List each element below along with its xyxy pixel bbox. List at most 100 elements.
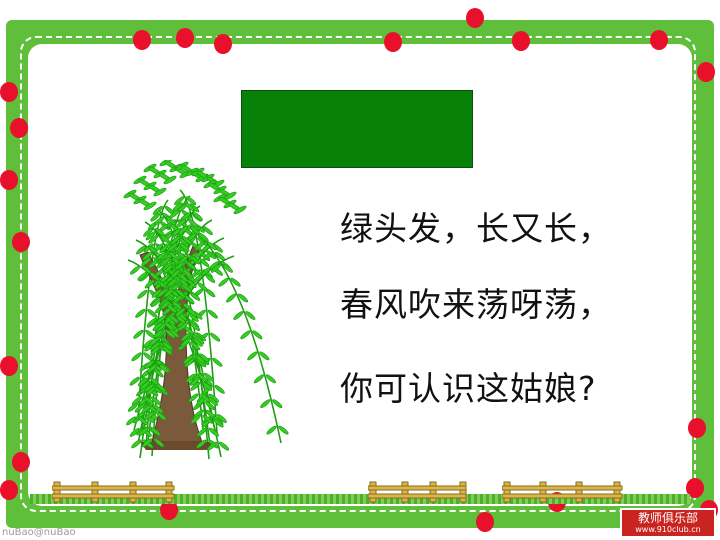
red-dot	[0, 82, 18, 102]
willow-leaf	[194, 241, 205, 251]
willow-leaf	[245, 311, 256, 320]
willow-leaf	[278, 425, 289, 435]
willow-leaf	[159, 301, 171, 310]
willow-leaf	[187, 307, 198, 317]
willow-leaf	[214, 251, 226, 261]
willow-leaf	[214, 385, 225, 394]
willow-leaf	[206, 441, 218, 451]
willow-leaf	[150, 346, 161, 355]
willow-leaf	[168, 314, 179, 324]
red-dot	[10, 118, 28, 138]
willow-leaf	[260, 399, 271, 408]
willow-leaf	[174, 196, 185, 206]
willow-leaf	[157, 288, 168, 298]
logo-url: www.910club.cn	[635, 525, 701, 534]
willow-leaf	[153, 187, 167, 197]
willow-leaf	[153, 404, 164, 414]
willow-leaf	[202, 381, 213, 391]
willow-leaf	[144, 411, 155, 421]
willow-leaf	[190, 292, 201, 301]
willow-leaf	[129, 428, 140, 437]
willow-leaf	[196, 427, 207, 437]
watermark-text: nuBao@nuBao	[2, 527, 76, 538]
red-dot	[686, 478, 704, 498]
willow-leaf	[193, 274, 204, 283]
willow-leaf	[136, 245, 147, 255]
willow-leaf	[175, 288, 186, 298]
willow-leaf	[197, 282, 208, 292]
willow-leaf	[240, 330, 251, 340]
willow-leaf	[184, 202, 195, 212]
red-dot	[466, 8, 484, 28]
willow-leaf	[130, 265, 141, 275]
willow-leaf	[233, 205, 247, 215]
willow-leaf	[196, 439, 207, 449]
willow-leaf	[207, 309, 218, 319]
willow-leaf	[170, 269, 181, 279]
red-dot	[214, 34, 232, 54]
red-dot	[0, 170, 18, 190]
willow-leaf	[177, 322, 189, 331]
willow-leaf	[150, 427, 161, 436]
willow-leaf	[200, 393, 211, 403]
red-dot	[12, 452, 30, 472]
willow-leaf	[172, 202, 183, 212]
poem-line-3: 你可认识这姑娘?	[340, 369, 597, 408]
willow-leaf	[164, 322, 175, 331]
willow-leaf	[252, 330, 263, 340]
willow-leaf	[195, 355, 206, 364]
red-dot	[0, 480, 18, 500]
willow-leaf	[146, 317, 158, 327]
willow-leaf	[190, 341, 201, 351]
willow-leaf	[174, 261, 185, 271]
willow-leaf	[199, 258, 210, 267]
red-dot	[697, 62, 715, 82]
willow-leaf	[144, 383, 155, 393]
willow-leaf	[222, 263, 233, 273]
willow-leaf	[170, 236, 181, 245]
willow-leaf	[180, 337, 191, 347]
willow-leaf	[202, 414, 213, 424]
red-dot	[176, 28, 194, 48]
willow-leaf	[218, 277, 229, 287]
willow-leaf	[147, 309, 158, 318]
willow-leaf	[182, 269, 193, 279]
red-dot	[688, 418, 706, 438]
willow-leaf	[171, 301, 183, 310]
willow-leaf	[160, 234, 171, 244]
willow-leaf	[205, 274, 216, 283]
willow-leaf	[171, 227, 182, 237]
willow-leaf	[167, 242, 178, 252]
willow-leaf	[156, 383, 167, 393]
willow-leaf	[206, 241, 217, 251]
willow-leaf	[180, 212, 191, 221]
willow-leaf	[154, 438, 165, 448]
willow-leaf	[137, 271, 148, 281]
willow-leaf	[166, 278, 178, 288]
willow-leaf	[202, 226, 213, 236]
willow-leaf	[133, 329, 144, 339]
willow-leaf	[150, 298, 161, 307]
willow-leaf	[156, 251, 167, 261]
willow-leaf	[154, 216, 165, 226]
willow-leaf	[162, 346, 173, 355]
willow-leaf	[197, 373, 208, 383]
red-dot	[512, 31, 530, 51]
willow-leaf	[233, 311, 244, 320]
willow-leaf	[143, 228, 154, 237]
willow-leaf	[131, 352, 142, 362]
club-logo-badge: 教师俱乐部 www.910club.cn	[620, 508, 716, 538]
willow-leaf	[156, 411, 167, 421]
red-dot	[0, 356, 18, 376]
red-dot	[476, 512, 494, 532]
poem-line-1: 绿头发，长又长，	[340, 209, 612, 248]
willow-leaf	[144, 279, 155, 289]
willow-tree-illustration	[123, 160, 289, 460]
willow-leaf	[212, 357, 223, 367]
willow-leaf	[143, 396, 155, 406]
willow-leaf	[192, 337, 203, 347]
willow-leaf	[145, 231, 156, 241]
willow-leaf	[159, 274, 170, 284]
willow-leaf	[150, 396, 162, 406]
willow-leaf	[179, 242, 190, 252]
